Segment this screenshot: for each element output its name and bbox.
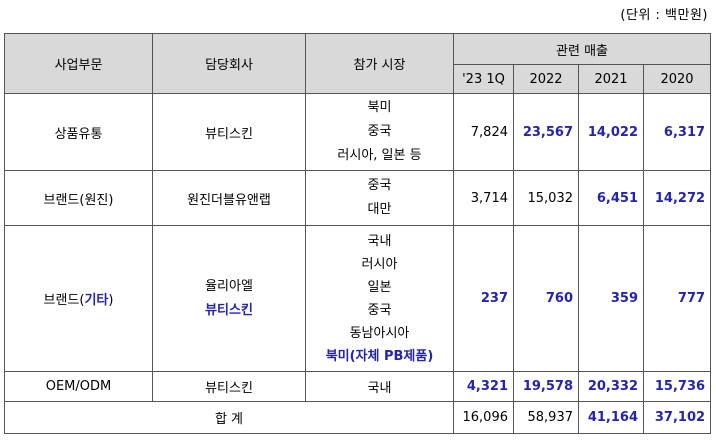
value-cell: 6,451 [578,170,644,226]
total-value: 37,102 [642,401,712,434]
value-cell: 19,578 [513,371,579,402]
division-suffix: ) [108,293,114,308]
company-cell: 뷰티스킨 [152,371,306,402]
value-cell: 14,272 [642,170,712,226]
table-row: 브랜드(기타) 율리아엘 뷰티스킨 국내 러시아 일본 중국 동남아시아 북미(… [4,225,712,372]
table-row: 상품유통 뷰티스킨 북미 중국 러시아, 일본 등 7,824 23,567 1… [4,93,712,171]
unit-note: (단위 : 백만원) [620,8,708,23]
value-cell: 23,567 [513,93,579,171]
table-row: 브랜드(원진) 원진더블유앤랩 중국 대만 3,714 15,032 6,451… [4,170,712,226]
division-cell: 브랜드(기타) [4,225,153,372]
market-item: 동남아시아 [349,325,410,341]
total-label: 합 계 [4,401,454,434]
company-cell: 원진더블유앤랩 [152,170,306,226]
header-company: 담당회사 [152,33,306,94]
market-item: 대만 [367,202,392,217]
header-year: 2022 [513,64,579,94]
value-cell: 237 [453,225,514,372]
market-item: 러시아, 일본 등 [337,148,422,163]
market-cell: 중국 대만 [305,170,454,226]
header-division: 사업부문 [4,33,153,94]
sales-table: 사업부문 담당회사 참가 시장 관련 매출 '23 1Q 2022 2021 2… [4,33,712,434]
value-cell: 3,714 [453,170,514,226]
value-cell: 15,032 [513,170,579,226]
division-highlight: 기타 [84,293,109,308]
value-cell: 20,332 [578,371,644,402]
market-item: 북미 [367,100,392,115]
value-cell: 359 [578,225,644,372]
total-value: 16,096 [453,401,514,434]
division-cell: 브랜드(원진) [4,170,153,226]
division-cell: OEM/ODM [4,371,153,402]
total-value: 41,164 [578,401,644,434]
division-prefix: 브랜드( [43,293,85,308]
value-cell: 4,321 [453,371,514,402]
value-cell: 6,317 [642,93,712,171]
market-item: 국내 [367,233,392,249]
header-year: '23 1Q [453,64,514,94]
company-line: 뷰티스킨 [205,302,253,318]
market-item: 중국 [367,178,392,193]
table-row: OEM/ODM 뷰티스킨 국내 4,321 19,578 20,332 15,7… [4,371,712,402]
market-cell: 북미 중국 러시아, 일본 등 [305,93,454,171]
value-cell: 7,824 [453,93,514,171]
total-value: 58,937 [513,401,579,434]
total-row: 합 계 16,096 58,937 41,164 37,102 [4,401,712,434]
market-item: 일본 [367,279,392,295]
company-cell: 율리아엘 뷰티스킨 [152,225,306,372]
header-year: 2021 [578,64,644,94]
value-cell: 777 [642,225,712,372]
header-market: 참가 시장 [305,33,454,94]
market-item: 북미(자체 PB제품) [325,348,434,364]
market-item: 중국 [367,124,392,139]
company-cell: 뷰티스킨 [152,93,306,171]
header-year: 2020 [642,64,712,94]
value-cell: 760 [513,225,579,372]
value-cell: 14,022 [578,93,644,171]
market-cell: 국내 [305,371,454,402]
market-item: 러시아 [361,256,398,272]
company-line: 율리아엘 [205,278,253,294]
division-cell: 상품유통 [4,93,153,171]
header-row: 사업부문 담당회사 참가 시장 관련 매출 [4,33,712,94]
value-cell: 15,736 [642,371,712,402]
market-item: 중국 [367,302,392,318]
header-years-row: '23 1Q 2022 2021 2020 [5,64,712,94]
market-cell: 국내 러시아 일본 중국 동남아시아 북미(자체 PB제품) [305,225,454,372]
header-sales: 관련 매출 [452,33,712,65]
